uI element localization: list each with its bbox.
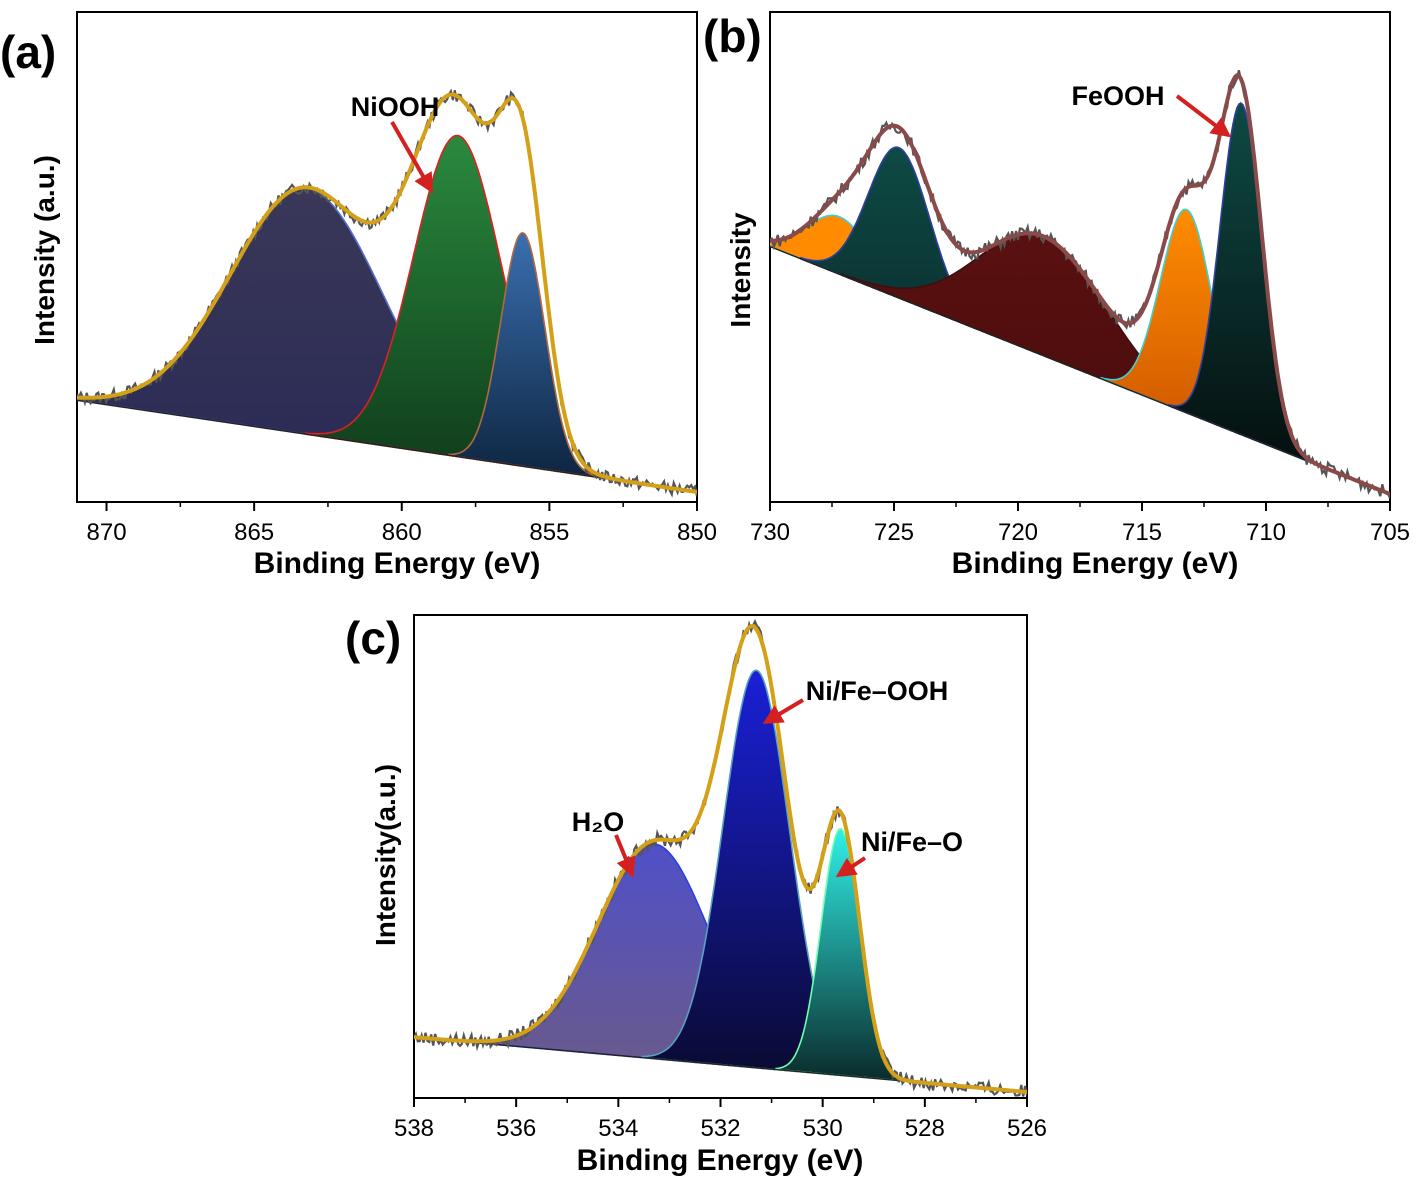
x-tick-label: 532: [700, 1115, 740, 1142]
x-tick-label: 730: [750, 519, 790, 546]
annotation-arrow: [835, 856, 867, 878]
panel-a-ylabel: Intensity (a.u.): [29, 155, 60, 345]
annotation-label: Ni/Fe–O: [861, 827, 963, 857]
panel-b-ylabel: Intensity: [725, 212, 756, 328]
x-tick-label: 870: [87, 519, 127, 546]
annotation-label: Ni/Fe–OOH: [806, 676, 949, 706]
annotation-arrow: [762, 698, 805, 725]
x-tick-label: 710: [1246, 519, 1286, 546]
panel-c-ylabel: Intensity(a.u.): [370, 764, 401, 946]
fit-envelope: [77, 92, 697, 494]
x-tick-label: 526: [1007, 1115, 1047, 1142]
x-tick-label: 850: [677, 519, 717, 546]
annotation-label: NiOOH: [351, 92, 440, 122]
panel-c: (c) 538 536 534 532 530 528 526 H₂O Ni/Fe–OOH Ni/…: [345, 612, 1047, 1177]
annotation-label: H₂O: [572, 807, 625, 837]
fit-envelope: [414, 624, 1027, 1094]
panel-b: (b) 730 725 720 715 710 705 FeOOH Binding Ener…: [703, 10, 1410, 580]
x-tick-label: 855: [529, 519, 569, 546]
annotation-arrow: [614, 834, 636, 878]
x-tick-label: 530: [803, 1115, 843, 1142]
plot-frame: [76, 11, 698, 503]
panel-c-xlabel: Binding Energy (eV): [577, 1144, 864, 1177]
panel-a-xlabel: Binding Energy (eV): [254, 547, 541, 580]
panel-a-plot: 870 865 860 855 850 NiOOH: [76, 11, 717, 546]
background-line: [77, 399, 697, 493]
panel-b-label: (b): [703, 10, 762, 62]
annotation-arrow: [1175, 94, 1232, 138]
x-tick-label: 534: [598, 1115, 638, 1142]
x-tick-label: 865: [234, 519, 274, 546]
x-tick-label: 528: [905, 1115, 945, 1142]
background-line: [770, 245, 1390, 495]
x-tick-label: 860: [382, 519, 422, 546]
panel-c-plot: 538 536 534 532 530 528 526 H₂O Ni/Fe–OOH Ni/Fe–O: [394, 614, 1047, 1142]
panel-b-plot: 730 725 720 715 710 705 FeOOH: [750, 11, 1410, 546]
panel-b-xlabel: Binding Energy (eV): [952, 547, 1239, 580]
panel-a: (a) 870 865 860 855 850 NiOOH Binding Energy …: [0, 11, 717, 580]
annotation-arrow: [390, 121, 433, 194]
annotation-label: FeOOH: [1071, 81, 1164, 111]
x-tick-label: 705: [1370, 519, 1410, 546]
panel-c-label: (c): [345, 612, 401, 664]
x-tick-label: 720: [998, 519, 1038, 546]
x-tick-label: 536: [496, 1115, 536, 1142]
x-tick-label: 725: [874, 519, 914, 546]
x-tick-label: 715: [1122, 519, 1162, 546]
x-tick-label: 538: [394, 1115, 434, 1142]
panel-a-label: (a): [0, 26, 56, 78]
fit-envelope: [770, 73, 1390, 496]
